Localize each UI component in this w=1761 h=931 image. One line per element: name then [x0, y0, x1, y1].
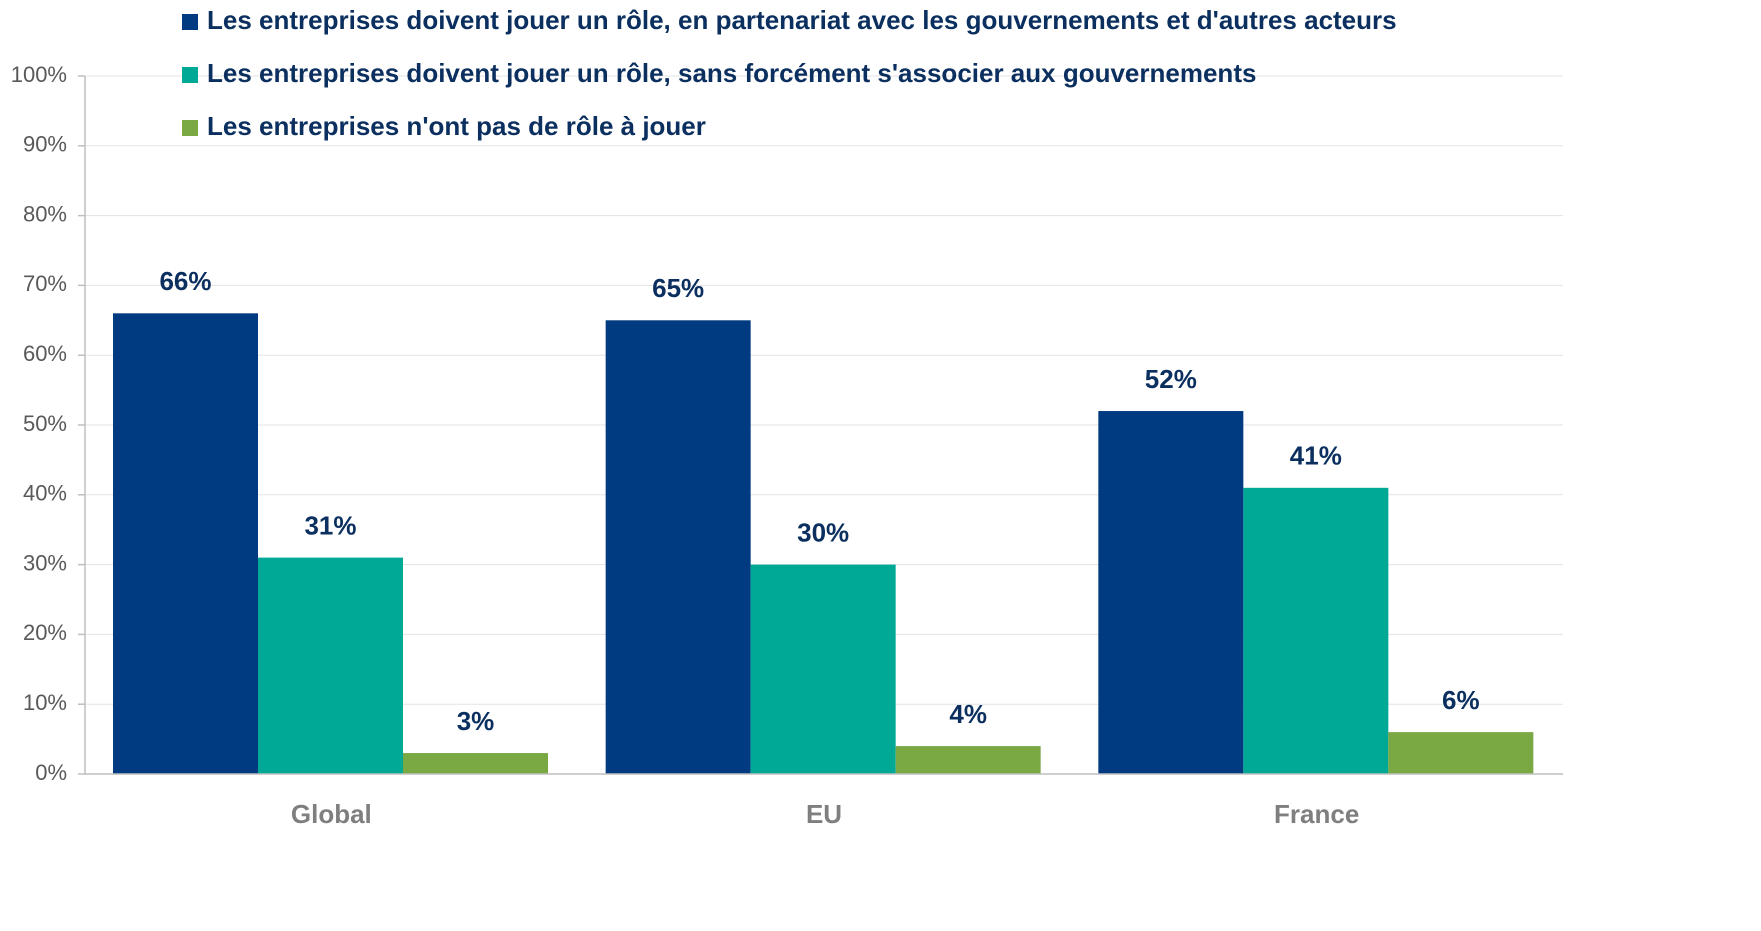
legend-swatch — [182, 67, 198, 83]
value-label: 31% — [304, 510, 356, 540]
y-tick-label: 70% — [23, 271, 67, 296]
bar — [403, 753, 548, 774]
value-label: 3% — [457, 706, 495, 736]
value-label: 66% — [159, 266, 211, 296]
y-tick-label: 20% — [23, 620, 67, 645]
y-tick-label: 80% — [23, 201, 67, 226]
y-tick-label: 90% — [23, 132, 67, 157]
value-label: 41% — [1290, 441, 1342, 471]
legend-swatch — [182, 120, 198, 136]
bar — [750, 564, 896, 774]
bar — [1388, 732, 1534, 774]
value-label: 4% — [949, 699, 987, 729]
y-tick-label: 0% — [35, 760, 67, 785]
legend-label: Les entreprises doivent jouer un rôle, e… — [207, 5, 1397, 35]
legend-label: Les entreprises doivent jouer un rôle, s… — [207, 58, 1256, 88]
y-tick-label: 100% — [11, 62, 67, 87]
legend-label: Les entreprises n'ont pas de rôle à joue… — [207, 111, 706, 141]
value-label: 6% — [1442, 685, 1480, 715]
bar — [895, 746, 1041, 774]
y-tick-label: 50% — [23, 411, 67, 436]
y-tick-label: 30% — [23, 550, 67, 575]
x-tick-label: France — [1274, 799, 1359, 829]
bar — [258, 557, 403, 774]
y-tick-label: 60% — [23, 341, 67, 366]
x-tick-label: Global — [291, 799, 372, 829]
x-tick-label: EU — [806, 799, 842, 829]
value-label: 52% — [1145, 364, 1197, 394]
legend-swatch — [182, 14, 198, 30]
bar — [1098, 411, 1244, 774]
bar — [605, 320, 751, 774]
value-label: 30% — [797, 517, 849, 547]
y-tick-label: 40% — [23, 481, 67, 506]
y-tick-label: 10% — [23, 690, 67, 715]
value-label: 65% — [652, 273, 704, 303]
bar — [1243, 487, 1389, 774]
bar — [113, 313, 258, 774]
